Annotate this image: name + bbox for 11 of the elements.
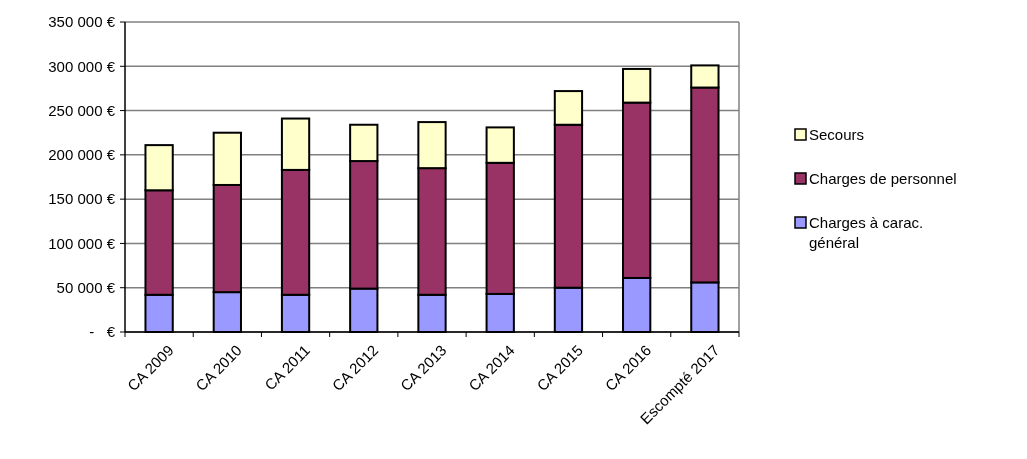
y-tick-label: 350 000 €: [48, 13, 116, 31]
y-tick-label: 200 000 €: [48, 146, 116, 164]
y-tick-label: 50 000 €: [56, 278, 116, 296]
y-tick-label: 300 000 €: [48, 57, 116, 75]
y-tick-label: 250 000 €: [48, 101, 116, 119]
y-tick-label: 150 000 €: [48, 190, 116, 208]
legend-label: Charges de personnel: [809, 170, 957, 188]
y-tick-label: 100 000 €: [48, 234, 116, 252]
legend-label: Secours: [809, 126, 865, 144]
y-tick-label: - €: [89, 323, 116, 341]
legend-label: Charges à carac. général: [809, 214, 924, 251]
